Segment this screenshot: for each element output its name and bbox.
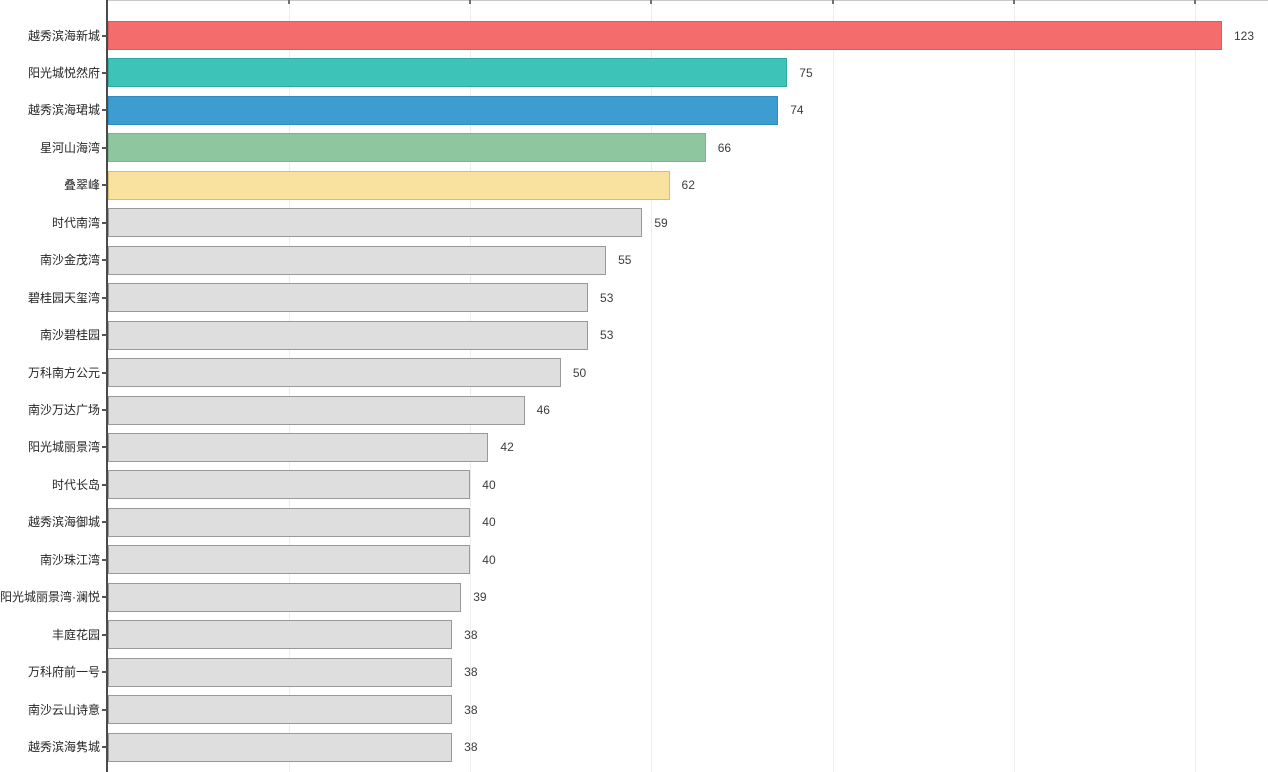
value-label: 40: [482, 515, 496, 530]
bar[interactable]: [108, 582, 462, 612]
top-axis-tick-100: [1012, 0, 1015, 4]
gridline-x-120: [1194, 1, 1196, 772]
y-axis-tick: [102, 334, 107, 337]
bar[interactable]: [108, 208, 643, 238]
y-axis-tick: [102, 146, 107, 149]
value-label: 123: [1234, 28, 1255, 43]
bar[interactable]: [108, 95, 779, 125]
category-label: 南沙金茂湾: [39, 253, 100, 268]
category-label: 阳光城丽景湾·澜悦: [0, 590, 100, 605]
bar[interactable]: [108, 21, 1222, 50]
value-label: 62: [681, 178, 695, 193]
gridline-x-60: [651, 1, 653, 772]
y-axis-line: [106, 0, 108, 772]
value-label: 55: [618, 253, 632, 268]
y-axis-tick: [102, 409, 107, 411]
category-label: 南沙珠江湾: [39, 552, 100, 567]
category-label: 南沙碧桂园: [39, 328, 100, 343]
bar[interactable]: [108, 320, 589, 350]
category-label: 阳光城丽景湾: [27, 440, 100, 455]
category-label: 南沙云山诗意: [27, 702, 100, 717]
value-label: 38: [464, 702, 478, 717]
value-label: 46: [536, 403, 550, 417]
y-axis-tick: [102, 34, 107, 37]
value-label: 59: [654, 215, 668, 230]
category-label: 时代长岛: [51, 477, 100, 492]
value-label: 50: [572, 365, 587, 380]
category-label: 万科府前一号: [27, 665, 100, 680]
bar[interactable]: [108, 133, 706, 163]
gridline-x-80: [832, 1, 834, 772]
value-label: 40: [482, 552, 496, 567]
category-label: 阳光城悦然府: [27, 65, 100, 80]
value-label: 53: [600, 290, 614, 305]
top-axis-tick-120: [1193, 0, 1196, 4]
bar[interactable]: [108, 470, 471, 500]
y-axis-tick: [102, 671, 107, 674]
bar[interactable]: [108, 620, 453, 650]
y-axis-tick: [102, 521, 107, 524]
y-axis-tick: [102, 708, 107, 711]
category-label: 叠翠峰: [63, 178, 100, 193]
y-axis-tick: [102, 71, 107, 74]
y-axis-tick: [102, 259, 107, 262]
value-label: 39: [473, 590, 487, 605]
category-label: 越秀滨海隽城: [27, 740, 100, 755]
y-axis-tick: [102, 558, 107, 561]
y-axis-tick: [102, 371, 107, 374]
value-label: 75: [799, 65, 813, 80]
value-label: 53: [600, 328, 614, 343]
value-label: 42: [500, 440, 514, 455]
value-label: 66: [717, 140, 732, 155]
gridline-x-100: [1013, 1, 1015, 772]
category-label: 万科南方公元: [27, 365, 100, 380]
top-axis-tick-20: [288, 0, 291, 4]
category-label: 越秀滨海御城: [27, 515, 100, 530]
top-axis-tick-40: [469, 0, 472, 4]
bar[interactable]: [108, 657, 453, 687]
y-axis-tick: [102, 446, 107, 449]
bar[interactable]: [108, 432, 489, 462]
bar[interactable]: [108, 507, 471, 537]
category-label: 星河山海湾: [39, 140, 100, 155]
y-axis-tick: [102, 483, 107, 486]
bar[interactable]: [108, 545, 471, 575]
y-axis-tick: [102, 109, 107, 112]
category-label: 南沙万达广场: [27, 403, 100, 417]
bar[interactable]: [108, 58, 788, 88]
bar[interactable]: [108, 245, 607, 275]
value-label: 40: [482, 477, 496, 492]
top-axis-tick-80: [831, 0, 834, 4]
top-axis-tick-60: [650, 0, 653, 4]
bar[interactable]: [108, 170, 670, 200]
bar[interactable]: [108, 395, 525, 425]
bar[interactable]: [108, 695, 453, 725]
category-label: 越秀滨海新城: [27, 28, 100, 43]
y-axis-tick: [102, 633, 107, 636]
top-axis-spine: [108, 0, 1268, 1]
y-axis-tick: [102, 221, 107, 224]
value-label: 38: [464, 740, 478, 755]
value-label: 38: [464, 627, 478, 642]
bar[interactable]: [108, 283, 589, 313]
value-label: 74: [790, 103, 804, 118]
y-axis-tick: [102, 746, 107, 749]
bar[interactable]: [108, 732, 453, 762]
y-axis-tick: [102, 296, 107, 299]
y-axis-tick: [102, 184, 107, 187]
bar[interactable]: [108, 358, 561, 388]
category-label: 时代南湾: [51, 215, 100, 230]
category-label: 丰庭花园: [51, 627, 100, 642]
value-label: 38: [464, 665, 478, 680]
category-label: 越秀滨海珺城: [27, 103, 100, 118]
y-axis-tick: [102, 596, 107, 599]
category-label: 碧桂园天玺湾: [27, 290, 100, 305]
